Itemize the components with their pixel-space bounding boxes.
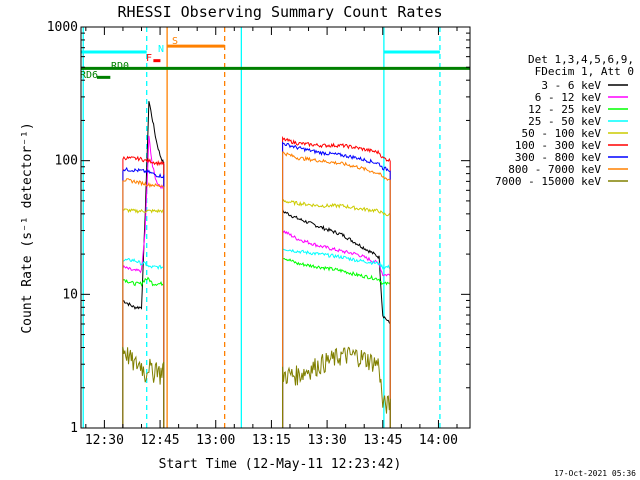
- legend-header-line-1: Det 1,3,4,5,6,9,: [528, 53, 634, 66]
- series-line-800-7000-keV-seg1: [122, 178, 165, 428]
- x-tick-label-13:30: 13:30: [308, 433, 347, 448]
- state-label-n: N: [158, 44, 164, 55]
- series-line-25-50-keV-seg1: [122, 258, 165, 428]
- series-line-100-300-keV-seg1: [122, 155, 165, 428]
- legend-label-6-12-keV: 6 - 12 keV: [535, 91, 602, 104]
- legend-label-50-100-keV: 50 - 100 keV: [522, 127, 602, 140]
- series-line-800-7000-keV-seg2: [282, 151, 391, 428]
- legend-header-line-2: FDecim 1, Att 0: [535, 65, 634, 78]
- timestamp: 17-Oct-2021 05:36: [554, 469, 636, 478]
- x-axis-label: Start Time (12-May-11 12:23:42): [159, 457, 402, 472]
- legend-label-7000-15000-keV: 7000 - 15000 keV: [495, 175, 601, 188]
- x-tick-label-12:30: 12:30: [85, 433, 124, 448]
- x-tick-label-13:45: 13:45: [363, 433, 402, 448]
- x-tick-label-13:15: 13:15: [252, 433, 291, 448]
- series-line-12-25-keV-seg1: [122, 276, 165, 428]
- legend-label-25-50-keV: 25 - 50 keV: [528, 115, 601, 128]
- y-axis-label: Count Rate (s⁻¹ detector⁻¹): [20, 122, 35, 333]
- plot-frame: [80, 26, 471, 429]
- series-line-50-100-keV-seg2: [282, 198, 391, 428]
- series-line-3-6-keV-seg2: [282, 209, 391, 428]
- legend-label-800-7000-keV: 800 - 7000 keV: [508, 163, 601, 176]
- y-tick-label-1000: 1000: [47, 20, 78, 35]
- legend-label-12-25-keV: 12 - 25 keV: [528, 103, 601, 116]
- legend-label-3-6-keV: 3 - 6 keV: [541, 79, 601, 92]
- state-label-s: S: [172, 36, 178, 47]
- legend-label-300-800-keV: 300 - 800 keV: [515, 151, 601, 164]
- y-tick-label-100: 100: [55, 154, 78, 169]
- legend-label-100-300-keV: 100 - 300 keV: [515, 139, 601, 152]
- series-line-300-800-keV-seg1: [122, 166, 165, 428]
- x-tick-label-12:45: 12:45: [140, 433, 179, 448]
- x-tick-label-14:00: 14:00: [419, 433, 458, 448]
- series-line-12-25-keV-seg2: [282, 257, 391, 428]
- series-line-25-50-keV-seg2: [282, 248, 391, 428]
- chart-title: RHESSI Observing Summary Count Rates: [117, 3, 442, 21]
- state-label-rd6: RD6: [80, 70, 98, 81]
- series-line-7000-15000-keV-seg1: [122, 346, 165, 428]
- series-line-100-300-keV-seg2: [282, 135, 391, 428]
- series-line-7000-15000-keV-seg2: [282, 346, 391, 428]
- state-label-rd0: RD0: [111, 61, 129, 72]
- y-tick-label-10: 10: [62, 287, 78, 302]
- series-line-3-6-keV-seg1: [122, 101, 165, 428]
- series-line-300-800-keV-seg2: [282, 141, 391, 428]
- x-tick-label-13:00: 13:00: [196, 433, 235, 448]
- series-line-50-100-keV-seg1: [122, 208, 165, 428]
- state-label-f: F: [146, 53, 152, 64]
- y-tick-label-1: 1: [70, 421, 78, 436]
